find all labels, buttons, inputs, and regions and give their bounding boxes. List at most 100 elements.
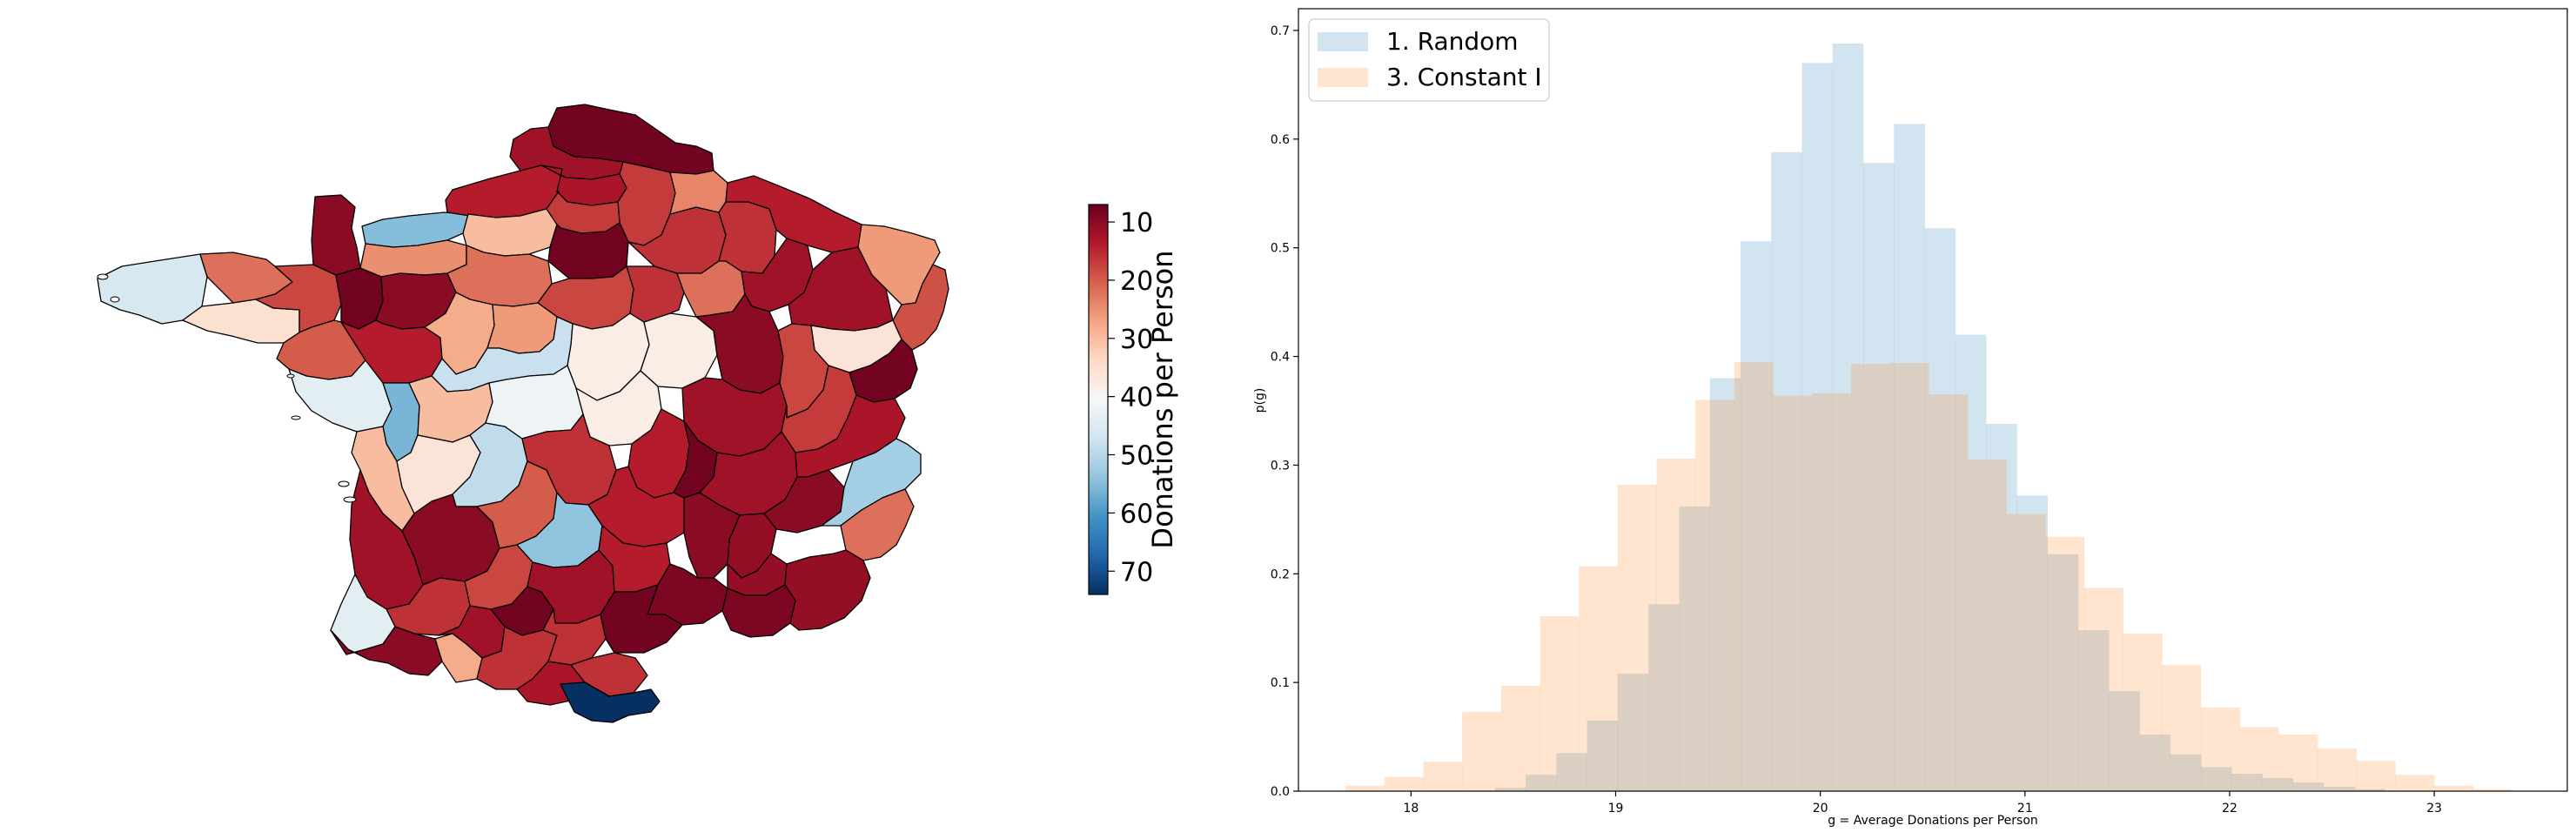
random-histogram-bar bbox=[2354, 789, 2386, 791]
region-aude bbox=[547, 652, 648, 697]
y-tick-label: 0.1 bbox=[1271, 676, 1290, 690]
constant-histogram-bar bbox=[2239, 727, 2279, 791]
constant-histogram-bar bbox=[2162, 665, 2202, 791]
legend-label-random: 1. Random bbox=[1386, 27, 1519, 56]
region-h-rault bbox=[600, 584, 683, 654]
coastal-island bbox=[343, 496, 357, 503]
constant-histogram-bar bbox=[1695, 399, 1735, 791]
histogram-panel: 18 19 20 21 22 23 0.0 0.1 0.2 0.3 0.4 0.5 0.6 0.7 g … bbox=[1253, 0, 2576, 836]
legend-box bbox=[1308, 18, 1550, 102]
constant-histogram-bar bbox=[2278, 735, 2318, 791]
constant-histogram-bar bbox=[1462, 711, 1502, 791]
choropleth-panel: 10 20 30 40 50 60 70 Donations per Person bbox=[0, 0, 1253, 836]
colorbar-label: Donations per Person bbox=[1146, 250, 1179, 548]
colorbar-tick-label: 70 bbox=[1120, 557, 1153, 587]
constant-histogram-bar bbox=[1656, 458, 1696, 791]
random-histogram-bar bbox=[2262, 778, 2294, 791]
random-histogram-bar bbox=[2324, 787, 2355, 791]
y-tick-label: 0.5 bbox=[1271, 242, 1290, 256]
random-histogram-bar bbox=[1709, 378, 1741, 791]
colorbar-gradient bbox=[1088, 204, 1109, 595]
region-ardennes bbox=[669, 170, 728, 215]
x-tick-label: 22 bbox=[2222, 802, 2237, 816]
random-histogram-bar bbox=[1801, 63, 1834, 792]
random-histogram-bar bbox=[2170, 754, 2202, 791]
constant-histogram-bar bbox=[1967, 460, 2007, 791]
region-yonne bbox=[626, 265, 685, 323]
constant-histogram-bar bbox=[2472, 789, 2512, 791]
colorbar-tick-label: 20 bbox=[1120, 266, 1153, 297]
region-manche bbox=[311, 194, 361, 276]
coastal-island bbox=[291, 415, 301, 420]
constant-histogram-bar bbox=[2045, 536, 2085, 791]
y-tick-label: 0.4 bbox=[1271, 351, 1290, 365]
constant-histogram-bar bbox=[1850, 364, 1890, 791]
y-tick-label: 0.2 bbox=[1271, 567, 1290, 581]
random-histogram-bar bbox=[1986, 423, 2017, 791]
legend-swatch-constant bbox=[1318, 68, 1368, 87]
random-histogram-bar bbox=[1587, 720, 1619, 791]
random-histogram-bar bbox=[1955, 334, 1987, 791]
colorbar: 10 20 30 40 50 60 70 Donations per Person bbox=[1088, 204, 1179, 595]
legend-label-constant: 3. Constant I bbox=[1386, 63, 1542, 91]
colorbar-tick-label: 30 bbox=[1120, 325, 1153, 355]
y-tick-label: 0.3 bbox=[1271, 459, 1290, 473]
random-histogram-bar bbox=[1863, 163, 1895, 791]
constant-histogram-bar bbox=[2006, 513, 2046, 791]
colorbar-tick-label: 50 bbox=[1120, 441, 1153, 472]
random-histogram-bar bbox=[1526, 775, 1557, 791]
y-tick-label: 0.7 bbox=[1271, 24, 1290, 38]
random-histogram-bar bbox=[2016, 495, 2048, 791]
series-constant-bars bbox=[1345, 361, 2512, 791]
constant-histogram-bar bbox=[2395, 775, 2435, 791]
constant-histogram-bar bbox=[1889, 363, 1929, 791]
colorbar-tick-label: 10 bbox=[1120, 208, 1153, 238]
constant-histogram-bar bbox=[1579, 566, 1619, 791]
constant-histogram-bar bbox=[1500, 685, 1540, 791]
plot-frame bbox=[1298, 8, 2568, 792]
region-finist-re bbox=[97, 253, 208, 325]
constant-histogram-bar bbox=[2123, 633, 2163, 791]
random-histogram-bar bbox=[1924, 228, 1956, 791]
y-axis-label: p(g) bbox=[1253, 388, 1267, 413]
constant-histogram-bar bbox=[1734, 361, 1774, 791]
constant-histogram-bar bbox=[2318, 748, 2358, 791]
x-tick-label: 18 bbox=[1403, 802, 1419, 816]
series-random-bars bbox=[1494, 43, 2386, 792]
random-histogram-bar bbox=[1617, 674, 1649, 791]
x-tick-label: 23 bbox=[2426, 802, 2442, 816]
colorbar-tick-label: 60 bbox=[1120, 499, 1153, 529]
constant-histogram-bar bbox=[1929, 394, 1969, 791]
france-choropleth-map: 10 20 30 40 50 60 70 Donations per Person bbox=[97, 104, 1179, 723]
constant-histogram-bar bbox=[2434, 785, 2474, 791]
coastal-island bbox=[97, 273, 109, 280]
x-tick-label: 19 bbox=[1608, 802, 1624, 816]
colorbar-tick-label: 40 bbox=[1120, 383, 1153, 413]
y-tick-label: 0.0 bbox=[1271, 785, 1290, 799]
map-regions bbox=[97, 104, 949, 723]
x-axis-label: g = Average Donations per Person bbox=[1828, 814, 2038, 828]
constant-histogram-bar bbox=[1773, 395, 1813, 791]
plot-background bbox=[1298, 9, 2567, 791]
random-histogram-bar bbox=[1894, 124, 1925, 791]
region-var bbox=[784, 549, 871, 631]
constant-histogram-bar bbox=[1423, 762, 1463, 791]
constant-histogram-bar bbox=[1384, 776, 1424, 791]
coastal-island bbox=[338, 480, 350, 487]
random-histogram-bar bbox=[1832, 43, 1864, 791]
coastal-island bbox=[286, 373, 295, 379]
random-histogram-bar bbox=[1494, 788, 1526, 791]
random-histogram-bar bbox=[1740, 241, 1772, 792]
constant-histogram-bar bbox=[2084, 587, 2123, 791]
histogram-chart: 18 19 20 21 22 23 0.0 0.1 0.2 0.3 0.4 0.5 0.6 0.7 g … bbox=[1253, 8, 2568, 828]
constant-histogram-bar bbox=[1540, 615, 1580, 791]
constant-histogram-bar bbox=[1345, 785, 1385, 791]
random-histogram-bar bbox=[2231, 774, 2263, 791]
constant-histogram-bar bbox=[2201, 707, 2241, 791]
colorbar-ticks: 10 20 30 40 50 60 70 bbox=[1108, 208, 1153, 587]
region-pyr-n-es-orientales bbox=[560, 681, 661, 723]
y-tick-label: 0.6 bbox=[1271, 133, 1290, 147]
random-histogram-bar bbox=[2139, 735, 2171, 791]
legend: 1. Random 3. Constant I bbox=[1308, 18, 1550, 102]
random-histogram-bar bbox=[2292, 782, 2324, 791]
